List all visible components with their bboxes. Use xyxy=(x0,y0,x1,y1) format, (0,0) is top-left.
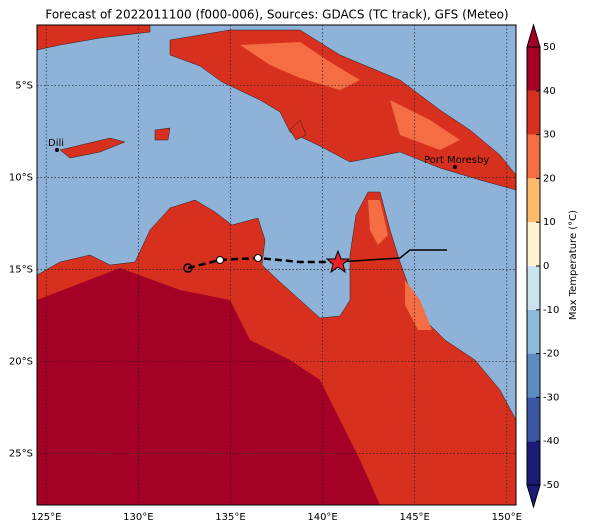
colorbar-level xyxy=(527,178,540,223)
place-dot xyxy=(453,165,457,169)
lon-tick-label: 145°E xyxy=(399,512,429,523)
lon-tick-label: 150°E xyxy=(492,512,522,523)
track-point xyxy=(183,263,193,273)
colorbar-tick-label: -30 xyxy=(543,392,559,403)
land xyxy=(289,119,307,141)
place-dot xyxy=(55,148,59,152)
lat-tick-label: 5°S xyxy=(15,81,33,92)
colorbar-level xyxy=(527,90,540,135)
land xyxy=(390,100,460,150)
colorbar-level xyxy=(527,309,540,354)
land xyxy=(59,137,126,159)
lat-tick-label: 15°S xyxy=(9,265,33,276)
colorbar-tick-label: -20 xyxy=(543,349,559,360)
colorbar-level xyxy=(527,47,540,91)
land xyxy=(154,127,171,141)
lat-tick-label: 25°S xyxy=(9,449,33,460)
colorbar-tick-label: 20 xyxy=(543,173,556,184)
land xyxy=(368,200,388,245)
land xyxy=(240,42,360,90)
land xyxy=(405,280,432,330)
lon-tick-label: 140°E xyxy=(307,512,337,523)
map: Dili Port Moresby xyxy=(36,24,517,506)
colorbar-level xyxy=(527,397,540,442)
colorbar-level xyxy=(527,266,540,310)
colorbar-tick-label: 10 xyxy=(543,217,556,228)
track-point xyxy=(254,254,262,262)
colorbar-level xyxy=(527,441,540,485)
colorbar-extend xyxy=(526,23,541,48)
land xyxy=(169,29,517,191)
place-label: Dili xyxy=(48,138,64,149)
lon-tick-label: 135°E xyxy=(215,512,245,523)
colorbar-level xyxy=(527,134,540,179)
lat-tick-label: 20°S xyxy=(9,357,33,368)
colorbar-tick-label: -10 xyxy=(543,305,559,316)
map-title: Forecast of 2022011100 (f000-006), Sourc… xyxy=(45,8,508,22)
map-frame xyxy=(36,24,517,506)
track-point xyxy=(216,256,224,264)
lon-tick-label: 130°E xyxy=(123,512,153,523)
tc-track xyxy=(337,249,447,263)
colorbar-tick-label: -50 xyxy=(543,480,559,491)
colorbar-level xyxy=(527,353,540,398)
colorbar-tick-label: -40 xyxy=(543,436,559,447)
colorbar-tick-label: 40 xyxy=(543,86,556,97)
colorbar-level xyxy=(527,222,540,266)
lat-tick-label: 10°S xyxy=(9,173,33,184)
current-position xyxy=(325,249,351,274)
colorbar-tick-label: 50 xyxy=(543,42,556,53)
colorbar-label: Max Temperature (°C) xyxy=(568,210,579,320)
lon-tick-label: 125°E xyxy=(31,512,61,523)
land xyxy=(37,268,380,505)
colorbar-extend xyxy=(526,484,541,509)
place-label: Port Moresby xyxy=(424,155,489,166)
colorbar-tick-label: 0 xyxy=(543,261,549,272)
colorbar-tick-label: 30 xyxy=(543,130,556,141)
